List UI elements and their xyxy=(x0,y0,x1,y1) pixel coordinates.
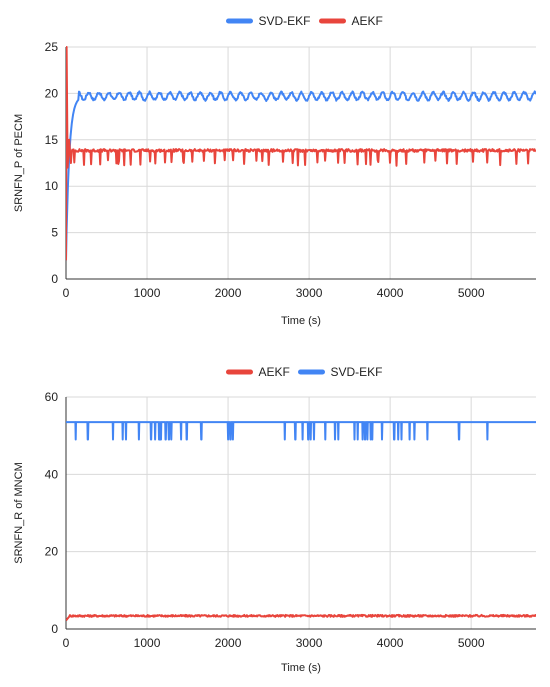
x-tick-label: 2000 xyxy=(215,636,242,650)
y-tick-label: 15 xyxy=(45,133,59,147)
legend-label: SVD-EKF xyxy=(331,365,383,379)
series-line-aekf xyxy=(66,46,536,261)
y-tick-label: 10 xyxy=(45,179,59,193)
y-axis-title: SRNFN_R of MNCM xyxy=(13,462,25,563)
legend-item-svd-ekf[interactable]: SVD-EKF xyxy=(298,365,383,379)
x-axis-title: Time (s) xyxy=(281,662,321,674)
chart-panel-1: 0 5 10 15 20 25 0 1000 2000 3000 4000 5000 Time (s) S… xyxy=(13,14,536,327)
x-tick-label: 4000 xyxy=(377,286,404,300)
x-tick-label: 4000 xyxy=(377,636,404,650)
x-tick-label: 5000 xyxy=(458,636,485,650)
x-tick-label: 3000 xyxy=(296,286,323,300)
legend-label: AEKF xyxy=(352,14,383,28)
x-tick-label: 5000 xyxy=(458,286,485,300)
legend: AEKF SVD-EKF xyxy=(226,365,383,379)
y-axis-title: SRNFN_P of PECM xyxy=(13,114,25,212)
y-tick-label: 60 xyxy=(45,390,59,404)
y-tick-label: 20 xyxy=(45,86,59,100)
x-tick-label: 2000 xyxy=(215,286,242,300)
y-tick-label: 5 xyxy=(51,226,58,240)
x-tick-label: 0 xyxy=(63,286,70,300)
x-tick-label: 3000 xyxy=(296,636,323,650)
series-line-svd-ekf xyxy=(66,421,536,441)
y-tick-label: 0 xyxy=(51,272,58,286)
legend-item-aekf[interactable]: AEKF xyxy=(226,365,290,379)
legend-item-aekf[interactable]: AEKF xyxy=(319,14,383,28)
legend-label: AEKF xyxy=(259,365,290,379)
y-tick-label: 20 xyxy=(45,545,59,559)
y-tick-label: 40 xyxy=(45,467,59,481)
chart-panel-2: 0 20 40 60 0 1000 2000 3000 4000 5000 Time (s) SRNF… xyxy=(13,365,536,674)
series-line-svd-ekf xyxy=(66,90,536,261)
legend-item-svd-ekf[interactable]: SVD-EKF xyxy=(226,14,311,28)
y-tick-label: 25 xyxy=(45,40,59,54)
x-tick-label: 0 xyxy=(63,636,70,650)
x-tick-label: 1000 xyxy=(134,286,161,300)
x-axis-title: Time (s) xyxy=(281,315,321,327)
x-tick-label: 1000 xyxy=(134,636,161,650)
legend-label: SVD-EKF xyxy=(259,14,311,28)
y-tick-label: 0 xyxy=(51,622,58,636)
legend: SVD-EKF AEKF xyxy=(226,14,383,28)
series-line-aekf xyxy=(66,613,536,622)
